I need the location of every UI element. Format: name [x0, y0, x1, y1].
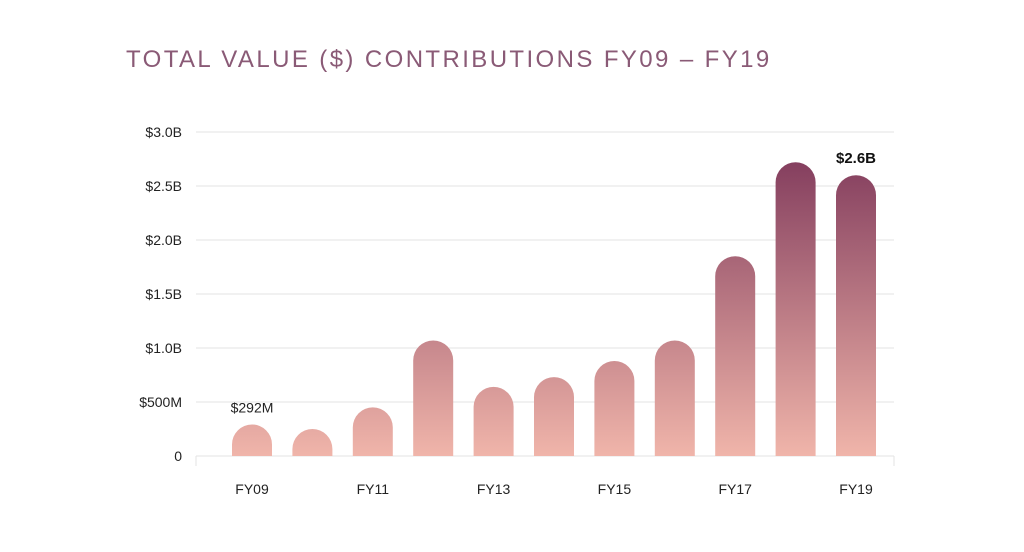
x-tick-label: FY15 [598, 481, 632, 497]
data-label: $2.6B [836, 150, 876, 167]
x-tick-label: FY13 [477, 481, 511, 497]
x-tick-label: FY11 [357, 481, 390, 497]
bar-fy18 [775, 162, 816, 457]
y-tick-label: $1.0B [145, 340, 182, 356]
data-label: $292M [231, 399, 274, 415]
y-tick-label: 0 [174, 448, 182, 464]
y-tick-label: $1.5B [145, 286, 182, 302]
y-tick-label: $2.5B [145, 178, 182, 194]
x-tick-label: FY17 [718, 481, 752, 497]
bar-fy17 [715, 256, 756, 456]
bar-fy11 [352, 407, 393, 456]
bar-fy16 [654, 340, 695, 456]
bar-fy15 [594, 360, 635, 456]
bar-fy10 [292, 429, 333, 456]
y-tick-label: $2.0B [145, 232, 182, 248]
y-tick-label: $3.0B [145, 124, 182, 140]
bar-fy13 [473, 386, 514, 456]
x-tick-label: FY19 [839, 481, 873, 497]
bar-fy12 [413, 340, 454, 456]
y-tick-label: $500M [139, 394, 182, 410]
x-tick-label: FY09 [235, 481, 269, 497]
bar-fy14 [534, 377, 574, 456]
bar-fy09 [232, 424, 272, 456]
chart-title: TOTAL VALUE ($) CONTRIBUTIONS FY09 – FY1… [126, 46, 772, 73]
bar-fy19 [836, 175, 876, 456]
